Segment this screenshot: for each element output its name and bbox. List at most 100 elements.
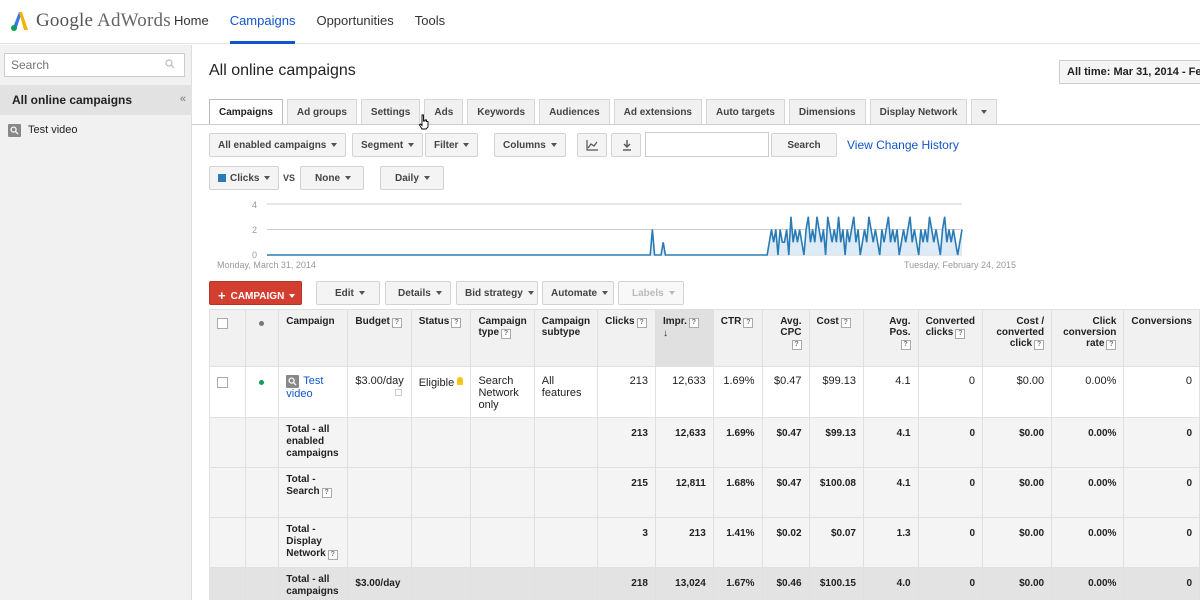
- tab-audiences[interactable]: Audiences: [539, 99, 610, 124]
- filter-dropdown[interactable]: Filter: [425, 133, 479, 157]
- help-icon[interactable]: ?: [501, 329, 512, 339]
- empty-cell: [209, 567, 246, 600]
- empty-cell: [209, 467, 246, 518]
- help-icon[interactable]: ?: [791, 340, 802, 350]
- campaign-link[interactable]: Test video: [286, 375, 324, 400]
- tab-display-network[interactable]: Display Network: [869, 99, 968, 124]
- avg-pos-cell: 4.1: [862, 467, 919, 518]
- chevron-down-icon: [981, 110, 988, 115]
- help-icon[interactable]: ?: [1034, 340, 1045, 350]
- table-row: Total - Search? 215 12,811 1.68% $0.47 $…: [209, 467, 1200, 518]
- nav-campaigns[interactable]: Campaigns: [229, 0, 296, 44]
- campaign-filter-label: All enabled campaigns: [218, 140, 327, 151]
- automate-dropdown[interactable]: Automate: [542, 281, 614, 305]
- empty-cell: [209, 417, 246, 468]
- col-avg-cpc[interactable]: Avg. CPC?: [761, 309, 810, 367]
- edit-pencil-icon[interactable]: [395, 389, 403, 396]
- table-search-input[interactable]: [645, 132, 769, 157]
- labels-dropdown[interactable]: Labels: [618, 281, 684, 305]
- help-icon[interactable]: ?: [391, 318, 402, 328]
- sidebar-all-campaigns[interactable]: All online campaigns «: [0, 85, 192, 115]
- col-clicks[interactable]: Clicks?: [597, 309, 656, 367]
- tab-more-dropdown[interactable]: [971, 99, 998, 124]
- col-click-conversion-rate[interactable]: Click conversion rate?: [1051, 309, 1125, 367]
- sidebar-campaign-label: Test video: [28, 124, 78, 136]
- edit-dropdown[interactable]: Edit: [316, 281, 380, 305]
- sidebar-campaign-item[interactable]: Test video: [8, 121, 78, 139]
- col-campaign[interactable]: Campaign: [278, 309, 349, 367]
- help-icon[interactable]: ?: [451, 318, 462, 328]
- details-dropdown[interactable]: Details: [385, 281, 451, 305]
- help-icon[interactable]: ?: [327, 550, 338, 560]
- download-button[interactable]: [611, 133, 641, 157]
- total-label-cell: Total - Display Network?: [278, 517, 349, 568]
- help-icon[interactable]: ?: [321, 488, 332, 498]
- col-conversions[interactable]: Conversions: [1123, 309, 1200, 367]
- help-icon[interactable]: ?: [1106, 340, 1117, 350]
- help-icon[interactable]: ?: [955, 329, 966, 339]
- col-avg-cpc-label: Avg. CPC: [780, 316, 802, 338]
- cost-conv-cell: $0.00: [982, 567, 1053, 600]
- col-campaign-subtype[interactable]: Campaign subtype: [533, 309, 599, 367]
- view-change-history-link[interactable]: View Change History: [847, 138, 959, 152]
- tab-auto-targets[interactable]: Auto targets: [706, 99, 785, 124]
- columns-dropdown[interactable]: Columns: [494, 133, 566, 157]
- help-icon[interactable]: ?: [688, 318, 699, 328]
- help-icon[interactable]: ?: [840, 318, 851, 328]
- col-cost-per-converted-click[interactable]: Cost / converted click?: [982, 309, 1053, 367]
- tab-campaigns[interactable]: Campaigns: [209, 99, 283, 125]
- nav-tools[interactable]: Tools: [414, 13, 446, 28]
- chart-toggle-button[interactable]: [577, 133, 607, 157]
- col-clicks-label: Clicks: [605, 316, 635, 327]
- help-icon[interactable]: ?: [636, 318, 647, 328]
- search-button[interactable]: Search: [771, 133, 837, 157]
- campaign-filter-dropdown[interactable]: All enabled campaigns: [209, 133, 347, 157]
- bid-strategy-dropdown[interactable]: Bid strategy: [456, 281, 538, 305]
- chevron-down-icon: [550, 143, 557, 148]
- search-icon[interactable]: [165, 59, 175, 69]
- avg-cpc-cell: $0.46: [761, 567, 810, 600]
- add-campaign-button[interactable]: + CAMPAIGN: [209, 281, 302, 305]
- segment-dropdown[interactable]: Segment: [352, 133, 424, 157]
- clicks-cell: 215: [597, 467, 656, 518]
- select-all-checkbox[interactable]: [217, 318, 228, 329]
- col-converted-clicks[interactable]: Converted clicks?: [917, 309, 984, 367]
- nav-opportunities[interactable]: Opportunities: [316, 13, 394, 28]
- enabled-status-icon[interactable]: [259, 380, 265, 385]
- col-cost[interactable]: Cost?: [808, 309, 864, 367]
- col-ctr[interactable]: CTR?: [712, 309, 763, 367]
- col-avg-pos[interactable]: Avg. Pos.?: [862, 309, 919, 367]
- period-dropdown[interactable]: Daily: [380, 166, 444, 190]
- collapse-sidebar-icon[interactable]: «: [179, 93, 186, 105]
- sidebar: All online campaigns « Test video: [0, 45, 192, 600]
- tab-ad-extensions[interactable]: Ad extensions: [613, 99, 702, 124]
- col-converted-clicks-label: Converted clicks: [925, 316, 976, 338]
- row-checkbox[interactable]: [217, 377, 228, 388]
- col-impr[interactable]: Impr.? ↓: [654, 309, 714, 367]
- nav-home[interactable]: Home: [174, 13, 209, 28]
- status-dot-header[interactable]: [244, 309, 280, 367]
- col-status[interactable]: Status?: [410, 309, 472, 367]
- tab-ads[interactable]: Ads: [424, 99, 464, 124]
- col-budget[interactable]: Budget?: [347, 309, 412, 367]
- col-campaign-type[interactable]: Campaign type?: [470, 309, 535, 367]
- tab-dimensions[interactable]: Dimensions: [788, 99, 866, 124]
- chevron-down-icon: [358, 291, 365, 296]
- date-range-picker[interactable]: All time: Mar 31, 2014 - Feb 24, 2015: [1059, 60, 1200, 84]
- tab-settings[interactable]: Settings: [360, 99, 421, 124]
- help-icon[interactable]: ?: [900, 340, 911, 350]
- empty-cell: [533, 517, 599, 568]
- adwords-logo[interactable]: Google AdWords: [10, 8, 171, 34]
- empty-cell: [533, 417, 599, 468]
- metric2-dropdown[interactable]: None: [300, 166, 364, 190]
- conversions-cell: 0: [1123, 417, 1200, 468]
- avg-pos-cell: 1.3: [862, 517, 919, 568]
- row-status-cell: [244, 366, 280, 418]
- metric1-dropdown[interactable]: Clicks: [209, 166, 280, 190]
- sidebar-search-input[interactable]: [4, 53, 185, 77]
- help-icon[interactable]: ?: [743, 318, 754, 328]
- tab-keywords[interactable]: Keywords: [467, 99, 536, 124]
- lightbulb-icon[interactable]: [457, 377, 464, 385]
- tab-ad-groups[interactable]: Ad groups: [286, 99, 357, 124]
- budget-cell[interactable]: $3.00/day: [347, 366, 412, 418]
